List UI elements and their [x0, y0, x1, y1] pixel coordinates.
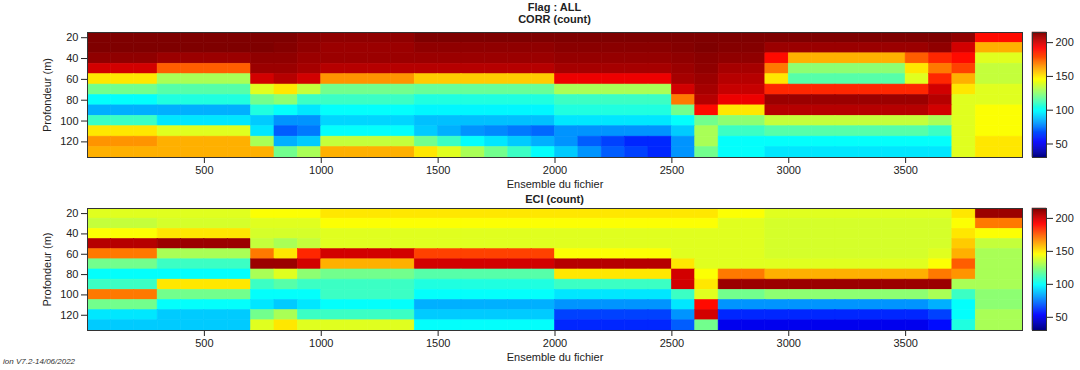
svg-text:500: 500 [195, 164, 213, 176]
svg-text:120: 120 [60, 135, 78, 147]
svg-text:20: 20 [66, 207, 78, 219]
svg-text:100: 100 [60, 115, 78, 127]
svg-text:3000: 3000 [777, 164, 801, 176]
svg-text:60: 60 [66, 248, 78, 260]
svg-text:50: 50 [1056, 311, 1068, 323]
svg-text:100: 100 [1056, 278, 1074, 290]
svg-text:40: 40 [66, 52, 78, 64]
svg-text:3000: 3000 [777, 337, 801, 349]
svg-text:2000: 2000 [543, 337, 567, 349]
svg-text:120: 120 [60, 309, 78, 321]
svg-text:2000: 2000 [543, 164, 567, 176]
svg-text:500: 500 [195, 337, 213, 349]
svg-text:1000: 1000 [309, 337, 333, 349]
svg-text:2500: 2500 [660, 164, 684, 176]
svg-text:100: 100 [60, 288, 78, 300]
svg-text:Profondeur (m): Profondeur (m) [41, 58, 53, 132]
svg-text:Ensemble du fichier: Ensemble du fichier [507, 178, 604, 190]
svg-text:1000: 1000 [309, 164, 333, 176]
svg-text:200: 200 [1056, 212, 1074, 224]
svg-text:Profondeur (m): Profondeur (m) [41, 233, 53, 307]
svg-text:Ensemble du fichier: Ensemble du fichier [507, 351, 604, 363]
svg-text:200: 200 [1056, 36, 1074, 48]
svg-text:50: 50 [1056, 138, 1068, 150]
svg-text:150: 150 [1056, 70, 1074, 82]
svg-text:1500: 1500 [426, 164, 450, 176]
html-text:ion V7.2-14/06/2022: ion V7.2-14/06/2022 [3, 357, 76, 366]
svg-text:40: 40 [66, 227, 78, 239]
svg-text:1500: 1500 [426, 337, 450, 349]
html-text:ECI (count): ECI (count) [525, 193, 584, 205]
html-text:Flag : ALL: Flag : ALL [527, 1, 582, 13]
svg-text:150: 150 [1056, 245, 1074, 257]
svg-text:100: 100 [1056, 104, 1074, 116]
svg-text:3500: 3500 [893, 337, 917, 349]
svg-text:20: 20 [66, 31, 78, 43]
svg-text:3500: 3500 [893, 164, 917, 176]
html-text:CORR (count): CORR (count) [518, 13, 591, 25]
svg-text:60: 60 [66, 73, 78, 85]
svg-text:80: 80 [66, 94, 78, 106]
svg-text:80: 80 [66, 268, 78, 280]
svg-text:2500: 2500 [660, 337, 684, 349]
